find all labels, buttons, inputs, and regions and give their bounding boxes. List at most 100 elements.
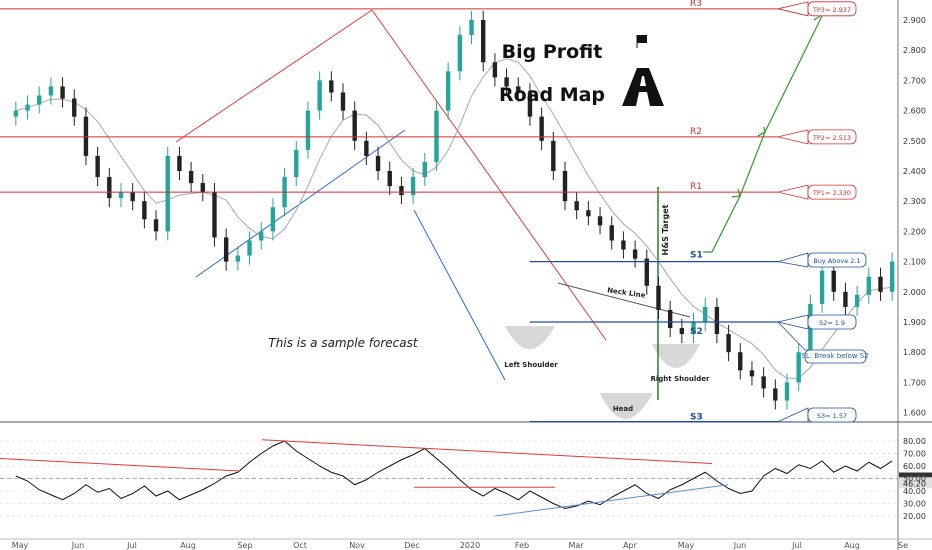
candle-body — [375, 155, 381, 171]
candle-body — [153, 219, 159, 232]
candle-body — [259, 231, 264, 241]
candle-body — [165, 155, 170, 232]
candle-body — [83, 116, 89, 156]
candle-body — [469, 20, 474, 36]
candle-body — [784, 382, 790, 401]
y-tick-label: 2.100 — [903, 258, 926, 267]
osc-value-label: 46.20 — [903, 479, 926, 488]
x-tick-label: Jun — [71, 541, 85, 550]
x-tick-label: Nov — [349, 541, 365, 550]
ls-label: Left Shoulder — [504, 361, 558, 369]
candle-body — [294, 149, 299, 178]
oscillator-line — [15, 440, 893, 510]
candle-body — [866, 276, 871, 295]
x-tick-label: Jun — [733, 541, 747, 550]
candle-body — [527, 92, 533, 117]
sl-note: SL: Break below S2 — [801, 352, 868, 360]
trendline-red-upper — [175, 9, 373, 143]
osc-trendline-red-2 — [261, 439, 713, 464]
candle-body — [831, 270, 836, 292]
candle-body — [340, 92, 346, 111]
level-label-r3: R3 — [690, 0, 702, 9]
candle-body — [761, 376, 766, 389]
y-tick-label: 2.300 — [903, 197, 926, 206]
candle-body — [889, 261, 895, 292]
y-tick-label: 1.800 — [903, 348, 926, 357]
level-tag: Buy Above 2.1 — [813, 257, 860, 265]
osc-y-tick-label: 50.00 — [903, 475, 926, 484]
forecast-arrowhead — [757, 126, 766, 137]
candle-body — [574, 201, 579, 211]
candle-body — [749, 370, 755, 377]
candle-body — [504, 77, 509, 87]
y-tick-label: 1.900 — [903, 318, 926, 327]
x-tick-label: 2020 — [460, 541, 480, 550]
candle-body — [597, 216, 603, 226]
candle-body — [691, 322, 696, 335]
candle-body — [843, 291, 848, 307]
candle-body — [481, 20, 486, 63]
y-tick-label: 1.700 — [903, 378, 926, 387]
right-shoulder-shape — [652, 344, 700, 368]
osc-trendline-blue — [494, 484, 729, 517]
y-tick-label: 2.500 — [903, 137, 926, 146]
level-tag: S3= 1.57 — [817, 412, 847, 420]
rs-label: Right Shoulder — [651, 375, 711, 383]
osc-y-tick-label: 20.00 — [903, 512, 926, 521]
head-shape — [600, 393, 653, 419]
osc-y-tick-label: 60.00 — [903, 462, 926, 471]
chart-subtitle: Road Map — [499, 84, 605, 106]
sl-callout-pointer — [777, 321, 808, 351]
candle-body — [107, 177, 112, 199]
moving-average-line — [15, 58, 893, 379]
osc-y-tick-label: 70.00 — [903, 450, 926, 459]
candle-body — [679, 328, 685, 335]
candle-body — [387, 171, 392, 187]
road-icon-marking — [640, 76, 646, 86]
candle-body — [796, 352, 801, 383]
candle-body — [188, 171, 194, 184]
x-tick-label: Se — [898, 541, 908, 550]
candle-body — [819, 270, 825, 304]
candle-body — [200, 183, 205, 193]
candle-body — [492, 62, 498, 78]
candle-body — [352, 110, 357, 141]
candle-body — [445, 71, 451, 111]
candle-body — [364, 140, 369, 156]
candle-body — [773, 388, 778, 401]
candle-body — [72, 98, 77, 117]
candle-body — [621, 240, 626, 250]
candle-body — [130, 192, 135, 202]
candle-body — [177, 155, 182, 171]
x-tick-label: Dec — [404, 541, 419, 550]
candle-body — [422, 161, 427, 178]
x-tick-label: May — [12, 541, 29, 550]
forecast-arrowhead — [731, 188, 741, 198]
candle-body — [25, 104, 30, 111]
candle-body — [270, 207, 276, 232]
chart-title: Big Profit — [502, 41, 603, 63]
level-tag-box — [807, 314, 857, 330]
level-tag-box — [807, 184, 857, 200]
osc-value-bg — [899, 477, 932, 489]
level-tag: TP1= 2.330 — [812, 189, 851, 197]
x-tick-label: Feb — [515, 541, 529, 550]
y-tick-label: 2.000 — [903, 288, 926, 297]
x-tick-label: Aug — [180, 541, 196, 550]
candle-body — [562, 171, 568, 202]
candle-body — [539, 116, 544, 141]
osc-y-tick-label: 30.00 — [903, 500, 926, 509]
candle-body — [656, 285, 661, 310]
x-tick-label: Mar — [568, 541, 584, 550]
candle-body — [118, 192, 124, 199]
level-tag-box — [807, 129, 857, 145]
level-label-r1: R1 — [690, 182, 702, 192]
road-icon — [622, 68, 664, 106]
candle-body — [878, 276, 883, 292]
y-tick-label: 2.900 — [903, 16, 926, 25]
x-tick-label: Sep — [237, 541, 252, 550]
y-tick-label: 2.400 — [903, 167, 926, 176]
finish-flag-icon — [637, 35, 647, 43]
level-tag: TP2= 2.513 — [812, 134, 851, 142]
candle-body — [317, 80, 322, 111]
